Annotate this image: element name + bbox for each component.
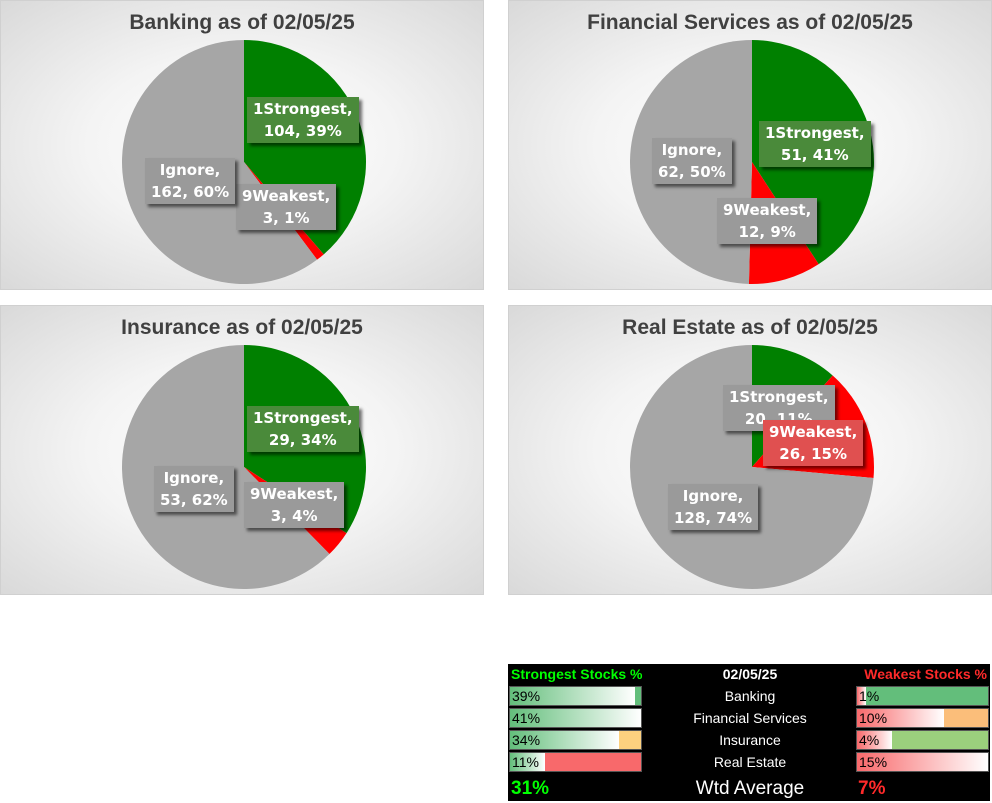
strongest-bar-fill <box>510 709 641 727</box>
weakest-header: Weakest Stocks % <box>864 666 987 682</box>
strongest-value: 41% <box>512 710 541 726</box>
label-weakest: 9Weakest, 26, 15% <box>763 420 864 466</box>
weakest-value: 10% <box>859 710 888 726</box>
strongest-bar-fill <box>510 753 546 771</box>
weakest-bar-fill <box>857 709 945 727</box>
label-ignore: Ignore, 53, 62% <box>154 466 234 512</box>
chart-title: Financial Services as of 02/05/25 <box>587 11 913 34</box>
chart-title: Real Estate as of 02/05/25 <box>622 316 878 339</box>
chart-banking: Banking as of 02/05/25 1Strongest, 104, 3… <box>0 0 484 290</box>
wtd-strong: 31% <box>511 778 550 799</box>
weakest-bar-fill <box>857 687 866 705</box>
chart-financial-services: Financial Services as of 02/05/25 1Stron… <box>508 0 992 290</box>
pie-svg <box>121 40 366 285</box>
label-strongest: 1Strongest, 104, 39% <box>247 97 359 143</box>
weakest-value: 15% <box>859 754 888 770</box>
strongest-bar: 34% <box>509 730 642 750</box>
weakest-bar-fill <box>857 731 892 749</box>
label-strongest: 1Strongest, 29, 34% <box>247 406 359 452</box>
sector-label: Insurance <box>719 732 781 748</box>
strongest-bar: 39% <box>509 686 642 706</box>
chart-title: Insurance as of 02/05/25 <box>121 316 363 339</box>
chart-insurance: Insurance as of 02/05/25 1Strongest, 29, … <box>0 305 484 595</box>
chart-title: Banking as of 02/05/25 <box>129 11 355 34</box>
wtd-weak: 7% <box>858 778 886 799</box>
weakest-value: 1% <box>859 688 880 704</box>
strongest-value: 11% <box>512 754 539 770</box>
wtd-label: Wtd Average <box>695 778 805 799</box>
weakest-bar: 15% <box>856 752 989 772</box>
chart-real-estate: Real Estate as of 02/05/25 1Strongest, 20… <box>508 305 992 595</box>
pie-svg <box>630 40 874 284</box>
weakest-bar: 10% <box>856 708 989 728</box>
pie-svg <box>629 345 874 589</box>
strongest-bar: 11% <box>509 752 642 772</box>
strongest-value: 34% <box>512 732 541 748</box>
label-weakest: 9Weakest, 3, 1% <box>236 184 337 230</box>
sector-label: Real Estate <box>713 754 787 770</box>
strongest-bar-fill <box>510 731 619 749</box>
pie-svg <box>121 345 366 589</box>
weakest-bar-fill <box>857 753 988 771</box>
strongest-bar: 41% <box>509 708 642 728</box>
label-ignore: Ignore, 128, 74% <box>668 484 759 530</box>
summary-table: Strongest Stocks % 02/05/25 Weakest Stoc… <box>508 664 990 801</box>
strongest-value: 39% <box>512 688 541 704</box>
strongest-bar-fill <box>510 687 635 705</box>
label-weakest: 9Weakest, 3, 4% <box>244 482 345 528</box>
label-strongest: 1Strongest, 51, 41% <box>759 121 871 167</box>
label-weakest: 9Weakest, 12, 9% <box>717 198 818 244</box>
label-ignore: Ignore, 62, 50% <box>652 138 732 184</box>
date-header: 02/05/25 <box>722 666 778 682</box>
weakest-bar: 4% <box>856 730 989 750</box>
sector-label: Financial Services <box>693 710 807 726</box>
label-ignore: Ignore, 162, 60% <box>145 158 236 204</box>
weakest-bar: 1% <box>856 686 989 706</box>
strongest-header: Strongest Stocks % <box>511 666 643 682</box>
weakest-value: 4% <box>859 732 880 748</box>
sector-label: Banking <box>724 688 776 704</box>
